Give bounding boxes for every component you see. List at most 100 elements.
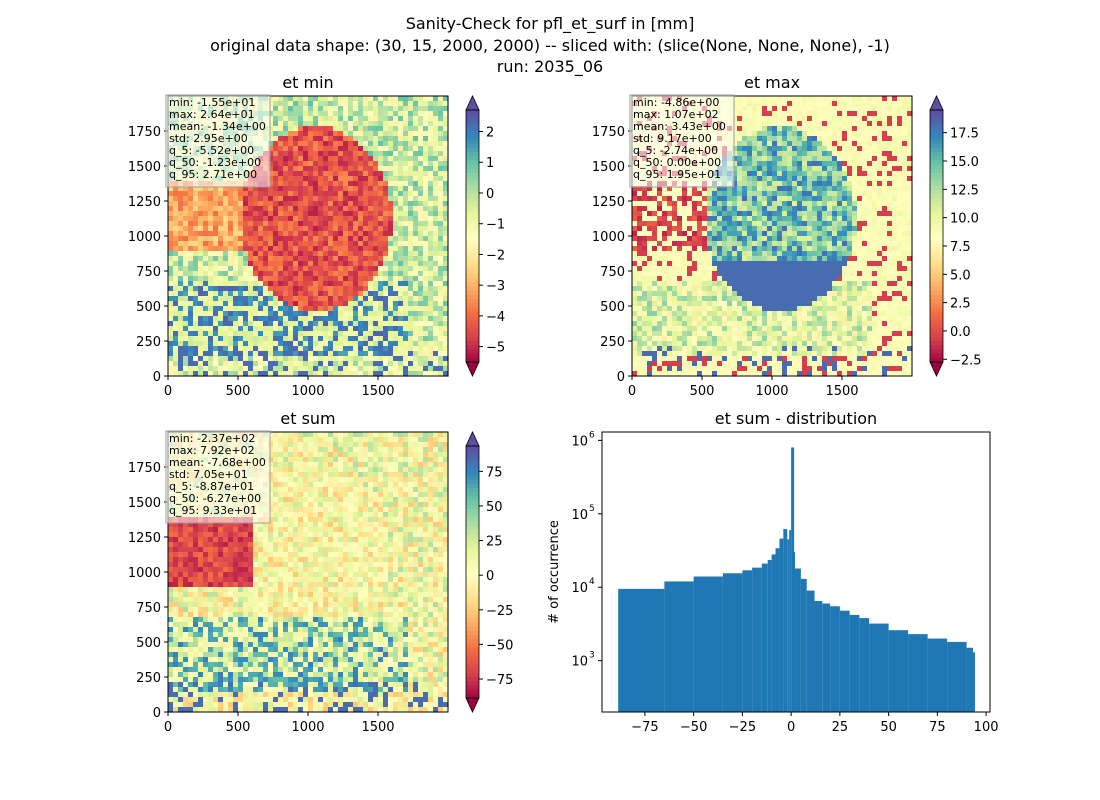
map-cell [677,186,683,192]
map-cell [323,216,329,222]
map-cell [198,186,204,192]
map-cell [433,346,439,352]
map-cell [293,181,299,187]
map-cell [742,111,748,117]
map-cell [293,271,299,277]
map-cell [273,321,279,327]
map-cell [897,221,903,227]
map-cell [268,226,274,232]
map-cell [433,261,439,267]
map-cell [872,241,878,247]
map-cell [792,216,798,222]
map-cell [428,291,434,297]
map-cell [363,291,369,297]
y-tick-label: 1250 [128,195,161,210]
map-cell [852,226,858,232]
map-cell [278,151,284,157]
map-cell [293,141,299,147]
map-cell [308,176,314,182]
map-cell [258,346,264,352]
map-cell [762,101,768,107]
map-cell [822,201,828,207]
map-cell [373,351,379,357]
map-cell [338,126,344,132]
map-cell [907,126,913,132]
map-cell [188,361,194,367]
map-cell [253,276,259,282]
map-cell [358,221,364,227]
map-cell [423,101,429,107]
map-cell [268,306,274,312]
map-cell [298,261,304,267]
map-cell [428,266,434,272]
map-cell [752,231,758,237]
map-cell [343,296,349,302]
map-cell [762,131,768,137]
map-cell [278,126,284,132]
map-cell [283,136,289,142]
map-cell [213,271,219,277]
map-cell [168,291,174,297]
map-cell [857,131,863,137]
map-cell [787,101,793,107]
map-cell [308,186,314,192]
map-cell [692,216,698,222]
map-cell [657,236,663,242]
map-cell [243,271,249,277]
map-cell [248,231,254,237]
map-cell [837,196,843,202]
map-cell [423,191,429,197]
map-cell [822,186,828,192]
map-cell [333,146,339,152]
map-cell [358,171,364,177]
colorbar-segment [466,168,479,174]
map-cell [737,131,743,137]
map-cell [263,326,269,332]
map-cell [692,211,698,217]
colorbar-segment [466,126,479,132]
map-cell [223,221,229,227]
map-cell [443,306,449,312]
map-cell [188,241,194,247]
map-cell [383,131,389,137]
colorbar-segment [466,210,479,216]
stats-line: std: 2.95e+00 [169,132,248,145]
map-cell [692,226,698,232]
map-cell [737,146,743,152]
map-cell [253,341,259,347]
map-cell [373,356,379,362]
map-cell [797,221,803,227]
map-cell [807,131,813,137]
map-cell [757,226,763,232]
map-cell [233,291,239,297]
map-cell [388,326,394,332]
map-cell [168,246,174,252]
map-cell [862,231,868,237]
map-cell [433,151,439,157]
map-cell [258,351,264,357]
map-cell [877,196,883,202]
map-cell [408,271,414,277]
map-cell [907,211,913,217]
map-cell [408,111,414,117]
map-cell [278,311,284,317]
map-cell [368,291,374,297]
map-cell [772,111,778,117]
map-cell [812,146,818,152]
stats-line: mean: -1.34e+00 [169,120,266,133]
map-cell [827,201,833,207]
map-cell [827,236,833,242]
map-cell [328,341,334,347]
map-cell [892,231,898,237]
map-cell [248,251,254,257]
map-cell [263,231,269,237]
map-cell [428,321,434,327]
map-cell [887,106,893,112]
map-cell [318,326,324,332]
map-cell [887,191,893,197]
map-cell [378,106,384,112]
map-cell [388,96,394,102]
map-cell [867,171,873,177]
map-cell [313,261,319,267]
